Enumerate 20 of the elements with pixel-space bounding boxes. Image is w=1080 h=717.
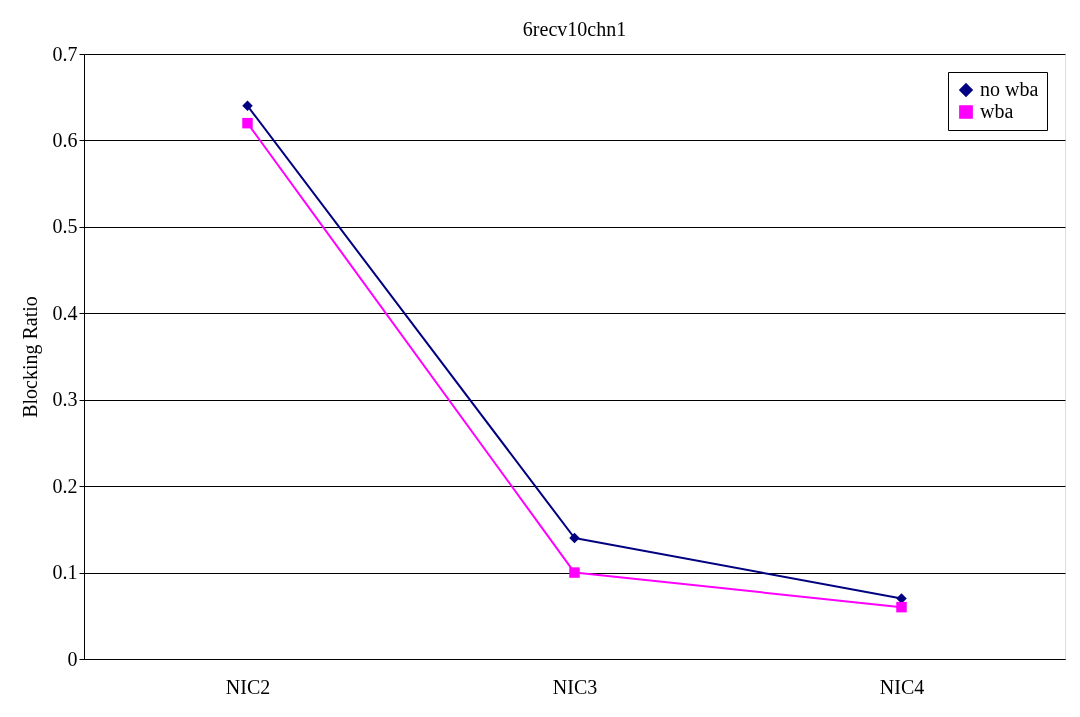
point — [569, 532, 580, 544]
point — [569, 567, 580, 578]
x-tick-label: NIC3 — [552, 675, 598, 698]
y-tick-label: 0.6 — [52, 128, 78, 151]
chart-title: 6recv10chn1 — [522, 18, 627, 40]
y-tick-label: 0 — [67, 647, 78, 670]
y-tick-label: 0.4 — [52, 301, 78, 324]
point — [896, 601, 907, 613]
y-axis-title: Blocking Ratio — [18, 296, 42, 418]
point — [242, 100, 253, 112]
y-tick-label: 0.7 — [52, 42, 78, 65]
x-tick-label: NIC4 — [879, 675, 925, 698]
point — [242, 117, 253, 129]
y-tick-label: 0.3 — [52, 388, 78, 411]
legend-label: wba — [980, 100, 1014, 122]
x-tick-label: NIC2 — [225, 675, 271, 698]
y-tick-label: 0.1 — [52, 561, 78, 584]
legend-label: no wba — [980, 78, 1039, 100]
y-tick-label: 0.5 — [52, 215, 78, 238]
y-tick-label: 0.2 — [52, 474, 78, 497]
